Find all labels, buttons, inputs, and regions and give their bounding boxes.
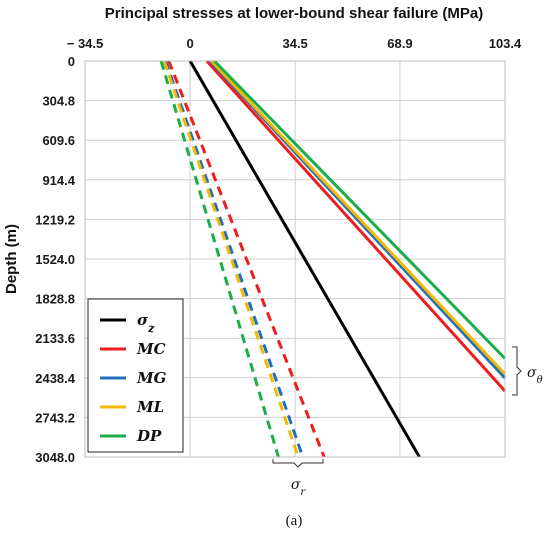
legend-label: ML xyxy=(136,398,164,416)
y-tick-label: 1828.8 xyxy=(35,292,75,307)
plot-frame xyxy=(84,60,506,458)
series-line-dp-solid xyxy=(213,59,507,360)
sigma-r-label: σr xyxy=(291,477,307,498)
series-line-mg-dashed xyxy=(164,60,305,458)
y-tick-label: 1219.2 xyxy=(35,212,75,227)
y-tick-label: 609.6 xyxy=(42,133,75,148)
x-tick-label: 0 xyxy=(186,36,193,51)
y-tick-labels: 0 304.8 609.6 914.4 1219.2 1524.0 1828.8 2133.6… xyxy=(35,54,76,465)
sigma-theta-label: σθ xyxy=(527,365,543,386)
x-tick-label: 68.9 xyxy=(387,36,412,51)
y-tick-label: 1524.0 xyxy=(35,252,75,267)
y-tick-label: 2743.2 xyxy=(35,410,75,425)
y-tick-label: 2133.6 xyxy=(35,331,75,346)
series-line-dp-dashed xyxy=(159,60,280,458)
y-axis-label: Depth (m) xyxy=(3,224,20,294)
series-line-ml-dashed xyxy=(162,60,300,458)
x-tick-labels: − 34.5 0 34.5 68.9 103.4 xyxy=(67,36,522,51)
y-tick-label: 304.8 xyxy=(42,94,75,109)
series-line-mc-dashed xyxy=(167,60,326,458)
y-tick-label: 914.4 xyxy=(42,173,75,188)
sigma-r-brace xyxy=(272,459,324,468)
legend-label: DP xyxy=(136,427,162,445)
sigma-r-subscript: r xyxy=(300,487,306,498)
x-tick-label: 103.4 xyxy=(489,36,522,51)
legend-label-subscript: z xyxy=(147,322,155,335)
x-tick-label: 34.5 xyxy=(282,36,307,51)
series-line-ml-solid xyxy=(210,59,507,376)
chart-title: Principal stresses at lower-bound shear … xyxy=(105,5,483,22)
sigma-theta-subscript: θ xyxy=(537,375,543,386)
legend-label: MG xyxy=(136,369,167,387)
legend-box xyxy=(87,298,184,453)
series-line-mc-solid xyxy=(205,59,507,393)
series-line-z-solid xyxy=(188,60,421,458)
series-layer xyxy=(159,59,507,458)
x-tick-label: − 34.5 xyxy=(67,36,104,51)
y-tick-label: 3048.0 xyxy=(35,450,75,465)
sigma-theta-brace xyxy=(512,346,522,396)
y-tick-label: 0 xyxy=(68,54,75,69)
legend-label: MC xyxy=(136,340,166,358)
y-tick-label: 2438.4 xyxy=(35,371,76,386)
figure-caption: (a) xyxy=(286,513,303,529)
